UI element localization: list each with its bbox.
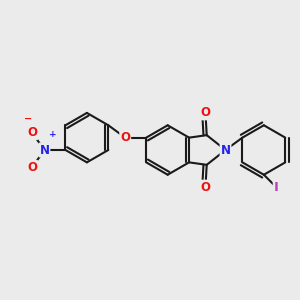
Text: O: O [200, 106, 211, 119]
Text: O: O [27, 161, 37, 174]
Text: N: N [39, 143, 50, 157]
Text: I: I [274, 181, 279, 194]
Text: O: O [27, 126, 37, 139]
Text: +: + [49, 130, 56, 139]
Text: O: O [120, 131, 130, 144]
Text: O: O [200, 181, 211, 194]
Text: −: − [24, 114, 32, 124]
Text: N: N [220, 143, 230, 157]
